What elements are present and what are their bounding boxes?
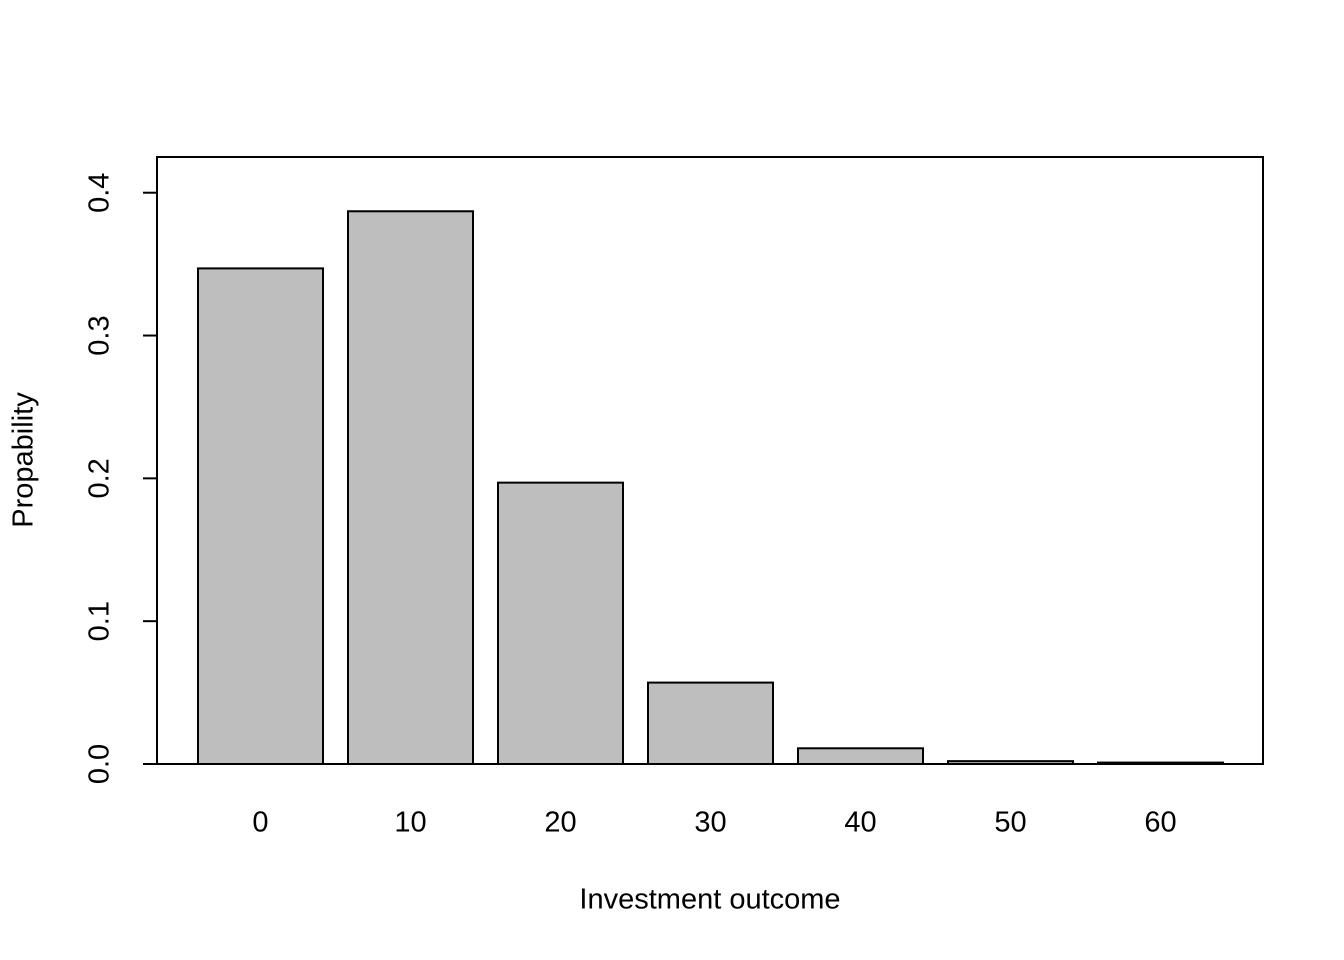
x-tick-label: 30 bbox=[694, 807, 726, 839]
y-tick-label: 0.2 bbox=[84, 458, 116, 498]
y-tick-label: 0.4 bbox=[84, 173, 116, 213]
x-tick-label: 10 bbox=[394, 807, 426, 839]
x-tick-label: 0 bbox=[252, 807, 268, 839]
y-tick-label: 0.3 bbox=[84, 315, 116, 355]
x-tick-label: 50 bbox=[994, 807, 1026, 839]
bar bbox=[347, 210, 474, 765]
y-tick-label: 0.0 bbox=[84, 744, 116, 784]
y-axis-title: Propability bbox=[8, 392, 40, 528]
bar bbox=[197, 267, 324, 765]
x-tick-label: 60 bbox=[1144, 807, 1176, 839]
x-axis-title: Investment outcome bbox=[579, 884, 840, 916]
bar bbox=[947, 760, 1074, 766]
y-tick-label: 0.1 bbox=[84, 601, 116, 641]
x-tick-label: 20 bbox=[544, 807, 576, 839]
bar bbox=[1097, 761, 1224, 766]
x-tick-label: 40 bbox=[844, 807, 876, 839]
bar bbox=[497, 481, 624, 765]
bar bbox=[647, 681, 774, 765]
bar bbox=[797, 747, 924, 766]
